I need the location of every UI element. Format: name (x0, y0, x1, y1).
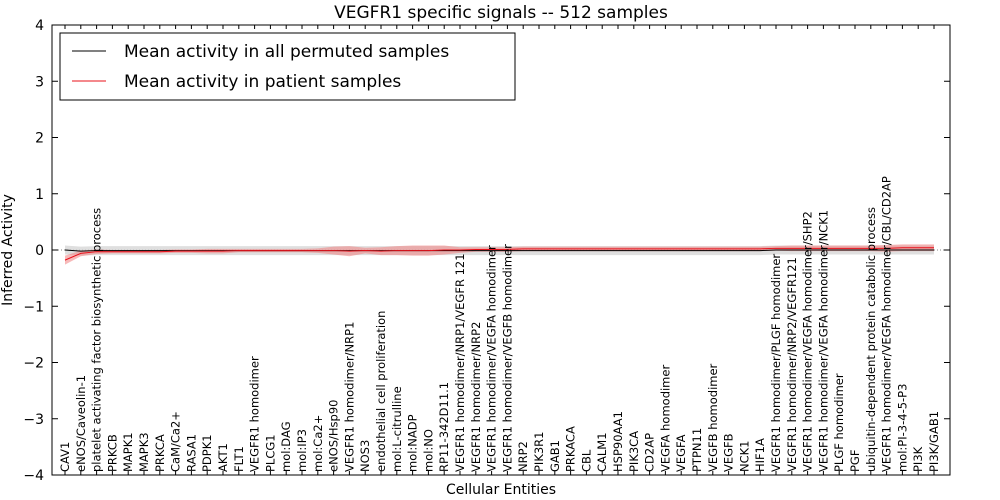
x-tick-label: CAV1 (58, 442, 72, 472)
y-tick-label: −2 (23, 356, 44, 372)
x-tick-label: HSP90AA1 (611, 411, 625, 472)
x-axis: CAV1 eNOS/Caveolin-1 platelet activating f… (58, 25, 941, 475)
series-lines (64, 247, 934, 261)
x-tick-label: CaM/Ca2+ (169, 411, 183, 472)
x-tick-label: RP11-342D11.1 (437, 382, 451, 472)
x-tick-label: VEGFA (674, 434, 688, 472)
x-tick-label: CALM1 (595, 432, 609, 472)
x-tick-label: PIK3CA (627, 431, 641, 472)
x-tick-label: MAPK1 (121, 432, 135, 472)
y-axis-label: Inferred Activity (0, 194, 16, 306)
y-tick-label: 3 (35, 74, 44, 90)
y-tick-label: −1 (23, 299, 44, 315)
chart-title: VEGFR1 specific signals -- 512 samples (334, 3, 668, 23)
x-tick-label: NCK1 (737, 441, 751, 473)
x-tick-label: HIF1A (753, 438, 767, 472)
x-tick-label: ubiquitin-dependent protein catabolic pr… (864, 207, 878, 472)
x-tick-label: MAPK3 (137, 432, 151, 472)
x-tick-label: VEGFR1 homodimer/VEGFA homodimer/SHP2 (801, 211, 815, 472)
x-tick-label: PI3K (911, 446, 925, 472)
x-tick-label: NOS3 (358, 440, 372, 472)
x-tick-label: GAB1 (548, 440, 562, 472)
x-tick-label: VEGFB (722, 433, 736, 472)
x-tick-label: PRKCA (153, 434, 167, 472)
series-line-patient (64, 247, 934, 261)
x-tick-label: VEGFR1 homodimer/VEGFA homodimer (485, 245, 499, 472)
legend: Mean activity in all permuted samples Me… (59, 32, 516, 101)
x-tick-label: mol:NO (421, 429, 435, 472)
legend-label-permuted: Mean activity in all permuted samples (124, 42, 449, 62)
x-tick-label: CD2AP (643, 433, 657, 472)
y-tick-label: 0 (35, 243, 44, 259)
x-tick-label: RASA1 (184, 434, 198, 472)
series-line-permuted (64, 249, 934, 252)
x-tick-label: VEGFB homodimer (706, 363, 720, 472)
x-tick-label: VEGFR1 homodimer/NRP2 (469, 322, 483, 472)
legend-label-patient: Mean activity in patient samples (124, 72, 401, 92)
x-tick-label: mol:L-citrulline (390, 386, 404, 472)
x-tick-label: endothelial cell proliferation (374, 311, 388, 472)
x-tick-label: mol:Ca2+ (311, 415, 325, 472)
x-tick-label: VEGFR1 homodimer/NRP1/VEGFR 121 (453, 253, 467, 472)
x-tick-label: VEGFR1 homodimer/VEGFA homodimer/NCK1 (816, 210, 830, 472)
x-tick-label: AKT1 (216, 443, 230, 472)
x-tick-label: platelet activating factor biosynthetic … (90, 208, 104, 472)
x-tick-label: PLGF homodimer (832, 373, 846, 472)
x-tick-label: VEGFR1 homodimer/NRP2/VEGFR121 (785, 257, 799, 472)
x-tick-label: mol:NADP (406, 414, 420, 472)
y-tick-label: 4 (35, 18, 44, 34)
x-tick-label: PRKACA (564, 426, 578, 472)
y-tick-label: −4 (23, 468, 44, 484)
x-tick-label: VEGFR1 homodimer (248, 356, 262, 472)
x-tick-label: PTPN11 (690, 428, 704, 472)
x-tick-label: eNOS/Caveolin-1 (74, 375, 88, 472)
x-tick-label: PIK3R1 (532, 432, 546, 473)
x-tick-label: PGF (848, 450, 862, 472)
x-tick-label: PRKCB (105, 434, 119, 472)
x-tick-label: PLCG1 (263, 434, 277, 472)
y-axis: −4 −3 −2 −1 0 1 2 3 4 (23, 18, 950, 484)
x-tick-label: VEGFA homodimer (658, 365, 672, 472)
x-tick-label: mol:IP3 (295, 429, 309, 472)
x-tick-label: VEGFR1 homodimer/VEGFA homodimer/CBL/CD2… (880, 176, 894, 472)
x-tick-label: eNOS/Hsp90 (327, 400, 341, 472)
x-tick-label: VEGFR1 homodimer/NRP1 (342, 322, 356, 472)
legend-box (59, 32, 516, 101)
y-tick-label: −3 (23, 412, 44, 428)
y-tick-label: 2 (35, 131, 44, 147)
series-band-patient (65, 244, 934, 265)
x-tick-label: CBL (579, 449, 593, 472)
y-tick-label: 1 (35, 187, 44, 203)
x-axis-label: Cellular Entities (446, 482, 556, 498)
x-tick-label: FLT1 (232, 446, 246, 472)
x-tick-label: VEGFR1 homodimer/VEGFB homodimer (500, 244, 514, 472)
x-tick-label: NRP2 (516, 441, 530, 472)
x-tick-label: mol:PI-3-4-5-P3 (895, 384, 909, 472)
x-tick-label: PDPK1 (200, 434, 214, 472)
x-tick-label: VEGFR1 homodimer/PLGF homodimer (769, 254, 783, 472)
x-tick-label: mol:DAG (279, 421, 293, 472)
x-tick-label: PI3K/GAB1 (927, 411, 941, 472)
